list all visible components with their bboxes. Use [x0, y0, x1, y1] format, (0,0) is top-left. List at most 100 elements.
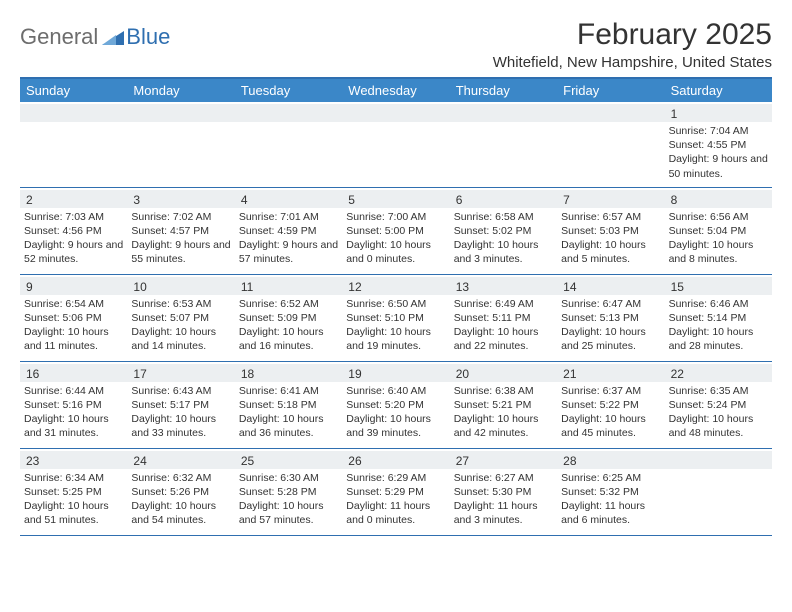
day-cell: 25Sunrise: 6:30 AMSunset: 5:28 PMDayligh… — [235, 449, 342, 535]
daylight: Daylight: 10 hours and 8 minutes. — [669, 238, 768, 266]
day-cell: 18 Sunrise: 6:41 AMSunset: 5:18 PMDayligh… — [235, 362, 342, 448]
week-row: 23Sunrise: 6:34 AMSunset: 5:25 PMDayligh… — [20, 449, 772, 536]
daylight: Daylight: 10 hours and 57 minutes. — [239, 499, 338, 527]
logo-text-blue: Blue — [126, 24, 170, 50]
location: Whitefield, New Hampshire, United States — [493, 54, 772, 71]
daylight: Daylight: 10 hours and 48 minutes. — [669, 412, 768, 440]
sunrise: Sunrise: 6:41 AM — [239, 384, 338, 398]
weeks-container: 1Sunrise: 7:04 AMSunset: 4:55 PMDaylight… — [20, 102, 772, 536]
day-cell: 7Sunrise: 6:57 AMSunset: 5:03 PMDaylight… — [557, 188, 664, 274]
daylight: Daylight: 10 hours and 33 minutes. — [131, 412, 230, 440]
sunset: Sunset: 4:59 PM — [239, 224, 338, 238]
day-cell: 17Sunrise: 6:43 AMSunset: 5:17 PMDayligh… — [127, 362, 234, 448]
day-cell: 5Sunrise: 7:00 AMSunset: 5:00 PMDaylight… — [342, 188, 449, 274]
day-header: Friday — [557, 79, 664, 102]
week-row: 1Sunrise: 7:04 AMSunset: 4:55 PMDaylight… — [20, 102, 772, 188]
sunset: Sunset: 5:32 PM — [561, 485, 660, 499]
sunrise: Sunrise: 6:30 AM — [239, 471, 338, 485]
daylight: Daylight: 9 hours and 55 minutes. — [131, 238, 230, 266]
date-number: 7 — [557, 190, 664, 208]
daylight: Daylight: 10 hours and 42 minutes. — [454, 412, 553, 440]
sunrise: Sunrise: 6:25 AM — [561, 471, 660, 485]
date-number: 19 — [342, 364, 449, 382]
date-number: 13 — [450, 277, 557, 295]
date-number: 23 — [20, 451, 127, 469]
day-header: Wednesday — [342, 79, 449, 102]
date-number: 5 — [342, 190, 449, 208]
day-header: Thursday — [450, 79, 557, 102]
sunset: Sunset: 5:22 PM — [561, 398, 660, 412]
sunrise: Sunrise: 6:58 AM — [454, 210, 553, 224]
daylight: Daylight: 10 hours and 39 minutes. — [346, 412, 445, 440]
day-cell: 23Sunrise: 6:34 AMSunset: 5:25 PMDayligh… — [20, 449, 127, 535]
day-cell: 14 Sunrise: 6:47 AMSunset: 5:13 PMDayligh… — [557, 275, 664, 361]
date-number: 16 — [20, 364, 127, 382]
day-cell: 24Sunrise: 6:32 AMSunset: 5:26 PMDayligh… — [127, 449, 234, 535]
sunset: Sunset: 5:10 PM — [346, 311, 445, 325]
daylight: Daylight: 10 hours and 25 minutes. — [561, 325, 660, 353]
daylight: Daylight: 10 hours and 14 minutes. — [131, 325, 230, 353]
sunrise: Sunrise: 7:00 AM — [346, 210, 445, 224]
date-number: 25 — [235, 451, 342, 469]
date-number: 15 — [665, 277, 772, 295]
day-cell: 6Sunrise: 6:58 AMSunset: 5:02 PMDaylight… — [450, 188, 557, 274]
sunrise: Sunrise: 7:03 AM — [24, 210, 123, 224]
day-cell: 26Sunrise: 6:29 AMSunset: 5:29 PMDayligh… — [342, 449, 449, 535]
week-row: 9Sunrise: 6:54 AMSunset: 5:06 PMDaylight… — [20, 275, 772, 362]
sunset: Sunset: 5:29 PM — [346, 485, 445, 499]
date-number: 18 — [235, 364, 342, 382]
daylight: Daylight: 11 hours and 3 minutes. — [454, 499, 553, 527]
sunrise: Sunrise: 6:35 AM — [669, 384, 768, 398]
sunset: Sunset: 5:03 PM — [561, 224, 660, 238]
sunset: Sunset: 5:11 PM — [454, 311, 553, 325]
date-number — [342, 104, 449, 122]
sunset: Sunset: 5:18 PM — [239, 398, 338, 412]
daylight: Daylight: 10 hours and 11 minutes. — [24, 325, 123, 353]
sunrise: Sunrise: 7:01 AM — [239, 210, 338, 224]
daylight: Daylight: 9 hours and 52 minutes. — [24, 238, 123, 266]
sunrise: Sunrise: 6:29 AM — [346, 471, 445, 485]
sunrise: Sunrise: 6:49 AM — [454, 297, 553, 311]
sunrise: Sunrise: 6:54 AM — [24, 297, 123, 311]
daylight: Daylight: 10 hours and 36 minutes. — [239, 412, 338, 440]
day-cell — [127, 102, 234, 187]
sunrise: Sunrise: 6:46 AM — [669, 297, 768, 311]
date-number: 28 — [557, 451, 664, 469]
daylight: Daylight: 10 hours and 16 minutes. — [239, 325, 338, 353]
day-cell: 22Sunrise: 6:35 AMSunset: 5:24 PMDayligh… — [665, 362, 772, 448]
sunrise: Sunrise: 7:04 AM — [669, 124, 768, 138]
date-number: 27 — [450, 451, 557, 469]
date-number: 14 — [557, 277, 664, 295]
sunrise: Sunrise: 6:56 AM — [669, 210, 768, 224]
day-cell: 12Sunrise: 6:50 AMSunset: 5:10 PMDayligh… — [342, 275, 449, 361]
sunrise: Sunrise: 6:47 AM — [561, 297, 660, 311]
sunset: Sunset: 5:13 PM — [561, 311, 660, 325]
month-title: February 2025 — [493, 18, 772, 52]
day-cell: 4Sunrise: 7:01 AMSunset: 4:59 PMDaylight… — [235, 188, 342, 274]
sunset: Sunset: 5:16 PM — [24, 398, 123, 412]
date-number: 6 — [450, 190, 557, 208]
date-number: 4 — [235, 190, 342, 208]
day-cell: 28Sunrise: 6:25 AMSunset: 5:32 PMDayligh… — [557, 449, 664, 535]
sunrise: Sunrise: 6:53 AM — [131, 297, 230, 311]
sunrise: Sunrise: 6:32 AM — [131, 471, 230, 485]
day-cell: 8 Sunrise: 6:56 AMSunset: 5:04 PMDaylight… — [665, 188, 772, 274]
day-cell: 20Sunrise: 6:38 AMSunset: 5:21 PMDayligh… — [450, 362, 557, 448]
date-number: 3 — [127, 190, 234, 208]
date-number: 20 — [450, 364, 557, 382]
day-cell: 10Sunrise: 6:53 AMSunset: 5:07 PMDayligh… — [127, 275, 234, 361]
sunset: Sunset: 5:04 PM — [669, 224, 768, 238]
sunset: Sunset: 5:00 PM — [346, 224, 445, 238]
date-number: 8 — [665, 190, 772, 208]
day-cell: 27Sunrise: 6:27 AMSunset: 5:30 PMDayligh… — [450, 449, 557, 535]
sunrise: Sunrise: 6:52 AM — [239, 297, 338, 311]
sunset: Sunset: 5:20 PM — [346, 398, 445, 412]
day-cell — [665, 449, 772, 535]
day-header-row: Sunday Monday Tuesday Wednesday Thursday… — [20, 79, 772, 102]
sunset: Sunset: 5:25 PM — [24, 485, 123, 499]
day-cell — [557, 102, 664, 187]
day-cell: 13Sunrise: 6:49 AMSunset: 5:11 PMDayligh… — [450, 275, 557, 361]
header: General Blue February 2025 Whitefield, N… — [20, 18, 772, 71]
date-number: 17 — [127, 364, 234, 382]
day-cell — [450, 102, 557, 187]
